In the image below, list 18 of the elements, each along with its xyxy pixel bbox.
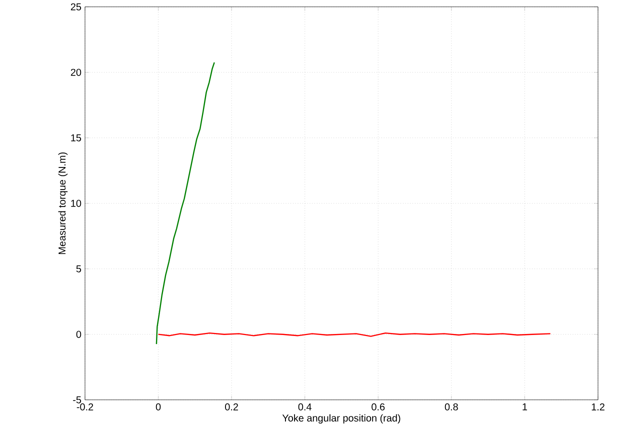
line-series — [156, 62, 215, 345]
x-tick-label: 1 — [522, 403, 528, 410]
x-tick-label: 0.2 — [225, 403, 238, 410]
x-tick-label: 1.2 — [592, 403, 604, 410]
y-tick-label: 5 — [76, 265, 82, 272]
y-tick-label: 20 — [70, 68, 82, 76]
x-tick-label: 0 — [156, 403, 161, 410]
y-tick-label: 15 — [71, 134, 82, 142]
x-tick-label: 0.4 — [298, 403, 312, 410]
x-axis-title: Yoke angular position (rad) — [282, 414, 400, 424]
y-axis-title: Measured torque (N.m) — [58, 152, 68, 254]
x-tick-label: -0.2 — [76, 403, 94, 410]
x-tick-label: 0.8 — [444, 403, 458, 410]
y-tick-label: 0 — [76, 330, 82, 338]
y-tick-label: -5 — [73, 396, 82, 404]
x-tick-label: 0.6 — [372, 403, 385, 410]
y-tick-label: 10 — [71, 200, 82, 207]
y-tick-label: 25 — [70, 3, 82, 10]
